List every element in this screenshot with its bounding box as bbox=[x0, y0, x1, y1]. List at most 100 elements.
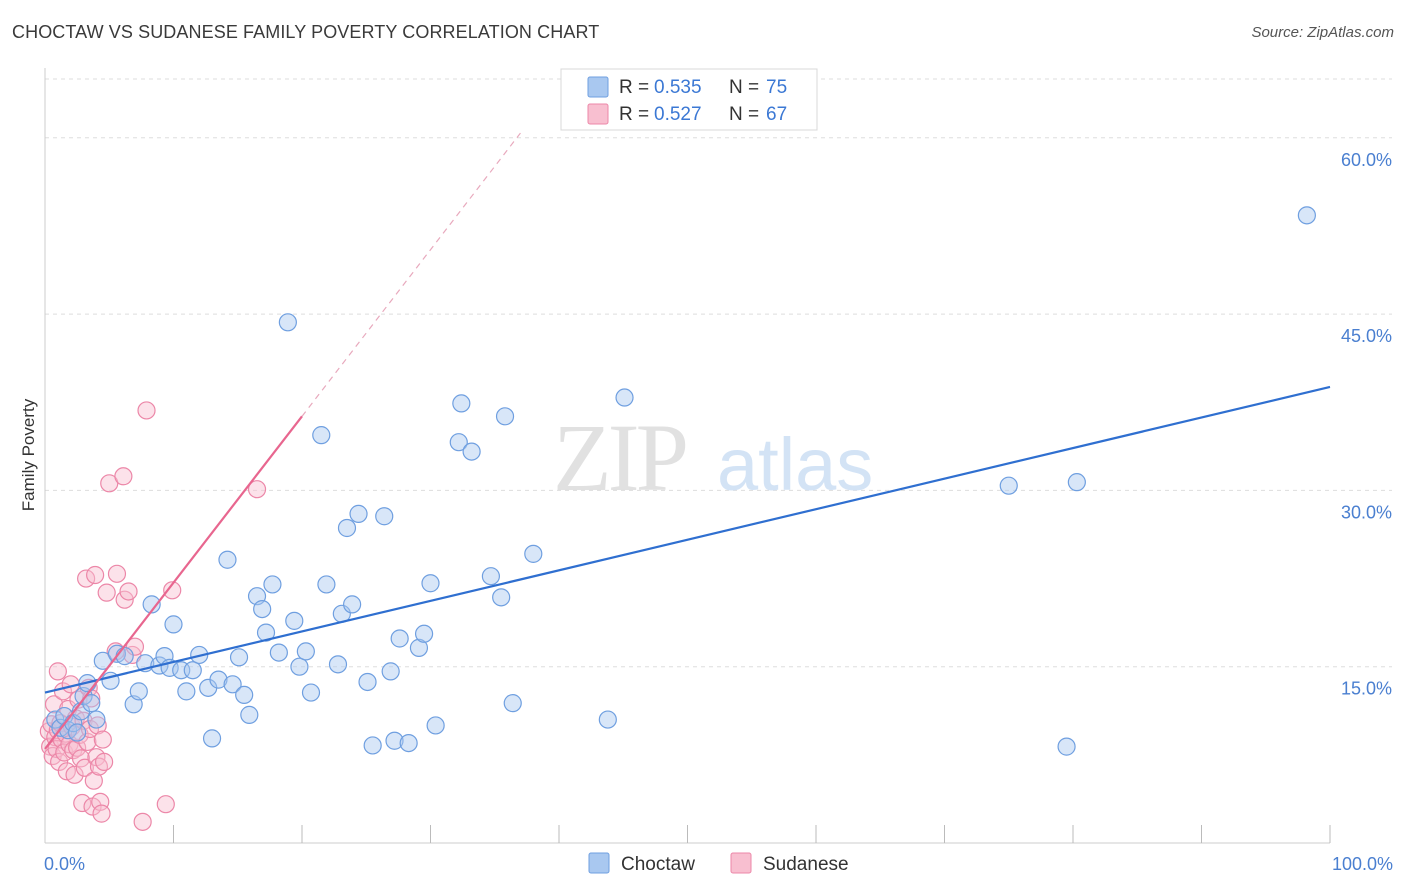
choctaw-point bbox=[328, 655, 348, 674]
choctaw-point bbox=[229, 648, 249, 667]
choctaw-point bbox=[452, 394, 471, 413]
choctaw-point bbox=[82, 694, 101, 713]
legend-sudanese-r-label: R = bbox=[619, 104, 649, 125]
sudanese-point bbox=[84, 771, 103, 790]
choctaw-points bbox=[46, 206, 1316, 756]
source-label: Source: ZipAtlas.com bbox=[1251, 24, 1394, 41]
sudanese-point bbox=[48, 662, 67, 681]
choctaw-point bbox=[349, 504, 368, 523]
choctaw-point bbox=[218, 550, 237, 569]
choctaw-point bbox=[68, 723, 87, 742]
sudanese-point bbox=[71, 749, 91, 768]
choctaw-point bbox=[115, 647, 134, 666]
sudanese-point bbox=[137, 401, 156, 420]
choctaw-point bbox=[183, 661, 202, 680]
x-tick-label-min: 0.0% bbox=[44, 854, 85, 874]
choctaw-point bbox=[301, 683, 321, 702]
choctaw-point bbox=[312, 426, 331, 445]
choctaw-point bbox=[285, 611, 304, 630]
choctaw-point bbox=[253, 599, 272, 619]
x-tick-label-max: 100.0% bbox=[1332, 854, 1393, 874]
axes bbox=[44, 68, 1331, 844]
sudanese-point bbox=[44, 695, 64, 714]
choctaw-point bbox=[337, 518, 357, 538]
choctaw-point bbox=[209, 670, 228, 689]
choctaw-point bbox=[503, 694, 522, 713]
choctaw-point bbox=[296, 642, 315, 661]
choctaw-point bbox=[381, 662, 400, 681]
y-tick-label: 15.0% bbox=[1341, 679, 1392, 699]
choctaw-point bbox=[481, 567, 500, 586]
choctaw-point bbox=[202, 729, 222, 748]
choctaw-point bbox=[278, 313, 297, 332]
legend-choctaw-n-label: N = bbox=[729, 77, 759, 98]
choctaw-point bbox=[317, 575, 336, 594]
watermark-atlas: atlas bbox=[717, 423, 873, 506]
sudanese-points bbox=[39, 401, 267, 831]
chart-title: CHOCTAW VS SUDANESE FAMILY POVERTY CORRE… bbox=[12, 22, 600, 42]
legend-choctaw-n-value: 75 bbox=[766, 77, 787, 98]
grid-lines bbox=[45, 78, 1392, 668]
choctaw-point bbox=[492, 588, 511, 607]
sudanese-point bbox=[50, 752, 69, 771]
choctaw-point bbox=[598, 710, 617, 729]
choctaw-point bbox=[399, 733, 418, 753]
choctaw-point bbox=[363, 736, 382, 755]
choctaw-point bbox=[409, 638, 429, 657]
legend-sudanese-r-value: 0.527 bbox=[654, 104, 702, 125]
choctaw-point bbox=[269, 643, 288, 662]
sudanese-point bbox=[73, 793, 92, 813]
choctaw-point bbox=[426, 716, 445, 735]
legend-sudanese-swatch bbox=[587, 103, 609, 125]
sudanese-point bbox=[107, 564, 127, 583]
y-axis-title: Family Poverty bbox=[19, 398, 38, 511]
sudanese-point bbox=[97, 583, 116, 602]
sudanese-trend-extension bbox=[301, 132, 521, 417]
legend-choctaw-swatch bbox=[587, 76, 609, 98]
bottom-legend-choctaw-label: Choctaw bbox=[621, 854, 695, 875]
sudanese-point bbox=[92, 804, 111, 823]
choctaw-point bbox=[999, 476, 1018, 495]
sudanese-point bbox=[93, 730, 112, 749]
sudanese-point bbox=[77, 569, 96, 588]
choctaw-point bbox=[421, 574, 440, 593]
bottom-legend-choctaw-swatch bbox=[588, 852, 610, 874]
y-tick-label: 45.0% bbox=[1341, 326, 1392, 346]
sudanese-point bbox=[95, 752, 114, 771]
choctaw-point bbox=[358, 672, 377, 692]
top-legend: R = 0.535 N = 75 R = 0.527 N = 67 bbox=[560, 68, 818, 131]
y-tick-label: 60.0% bbox=[1341, 150, 1392, 170]
choctaw-point bbox=[177, 682, 196, 701]
choctaw-point bbox=[462, 442, 481, 461]
watermark: ZIP atlas bbox=[553, 404, 873, 511]
sudanese-point bbox=[65, 765, 84, 784]
sudanese-point bbox=[247, 480, 267, 499]
choctaw-trend-line bbox=[44, 385, 1331, 694]
choctaw-point bbox=[240, 705, 259, 724]
legend-choctaw-r-value: 0.535 bbox=[654, 77, 702, 98]
tick-labels: 15.0% 30.0% 45.0% 60.0% 0.0% 100.0% bbox=[44, 150, 1393, 874]
choctaw-point bbox=[524, 544, 543, 563]
choctaw-point bbox=[290, 657, 309, 676]
sudanese-point bbox=[114, 467, 133, 486]
choctaw-point bbox=[1067, 473, 1086, 492]
legend-choctaw-r-label: R = bbox=[619, 77, 649, 98]
choctaw-point bbox=[1057, 737, 1076, 756]
choctaw-point bbox=[129, 682, 148, 701]
bottom-legend-sudanese-label: Sudanese bbox=[763, 854, 849, 875]
choctaw-point bbox=[87, 710, 106, 729]
choctaw-point bbox=[142, 595, 161, 614]
choctaw-point bbox=[223, 675, 242, 694]
legend-sudanese-n-value: 67 bbox=[766, 104, 787, 125]
sudanese-point bbox=[86, 565, 105, 585]
choctaw-point bbox=[615, 388, 634, 407]
choctaw-point bbox=[385, 731, 404, 750]
bottom-legend: Choctaw Sudanese bbox=[588, 852, 849, 875]
sudanese-point bbox=[75, 758, 94, 777]
choctaw-point bbox=[164, 615, 183, 634]
choctaw-point bbox=[495, 407, 515, 426]
watermark-zip: ZIP bbox=[553, 404, 686, 511]
sudanese-point bbox=[119, 582, 138, 601]
choctaw-point bbox=[375, 507, 394, 526]
choctaw-point bbox=[235, 685, 254, 705]
